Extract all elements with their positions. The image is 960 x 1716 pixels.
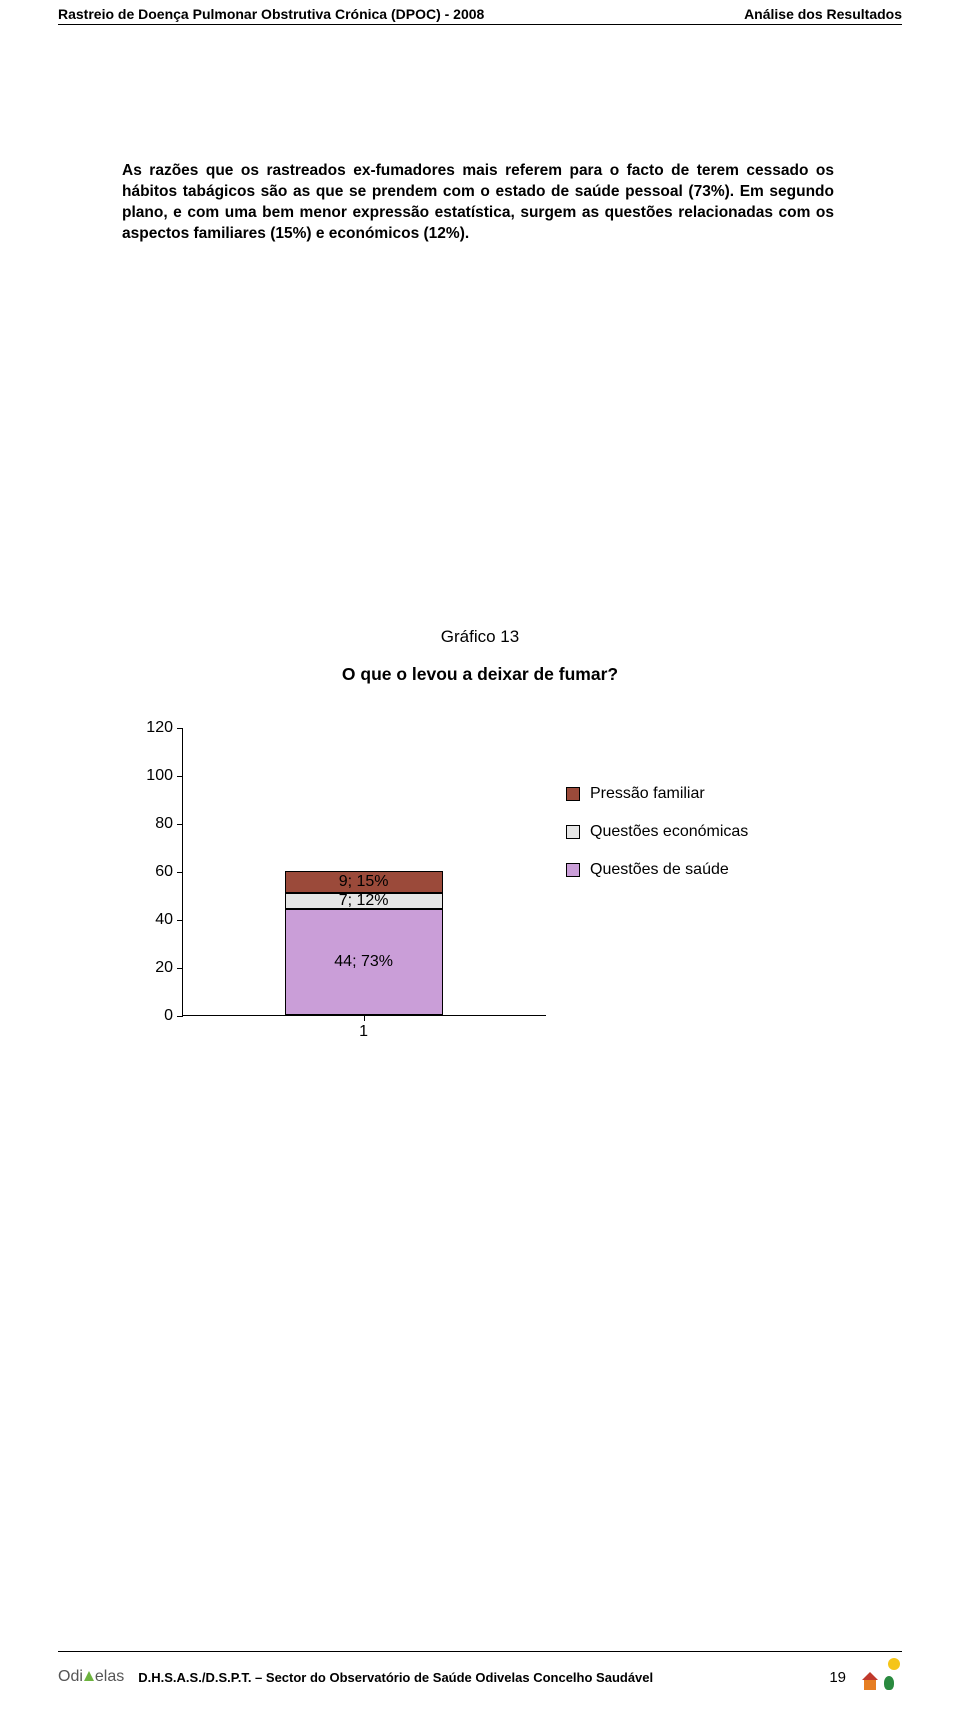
figure-caption: Gráfico 13 — [0, 627, 960, 647]
header-left: Rastreio de Doença Pulmonar Obstrutiva C… — [58, 6, 484, 22]
y-tick — [177, 920, 183, 921]
y-axis-label: 100 — [146, 767, 173, 785]
legend-swatch — [566, 787, 580, 801]
legend-label: Questões económicas — [590, 822, 748, 842]
bar-segment-saude: 44; 73% — [285, 909, 443, 1015]
y-axis-label: 60 — [155, 863, 173, 881]
legend-label: Questões de saúde — [590, 860, 729, 880]
y-axis-label: 40 — [155, 911, 173, 929]
y-tick — [177, 968, 183, 969]
summary-paragraph: As razões que os rastreados ex-fumadores… — [108, 149, 848, 257]
header-rule — [58, 24, 902, 25]
y-axis-label: 20 — [155, 959, 173, 977]
village-icon — [860, 1658, 902, 1696]
header-right: Análise dos Resultados — [744, 6, 902, 22]
legend-item-familiar: Pressão familiar — [566, 784, 748, 804]
legend-item-saude: Questões de saúde — [566, 860, 748, 880]
y-tick — [177, 776, 183, 777]
odivelas-logo: Odielas — [58, 1668, 124, 1686]
page-number: 19 — [829, 1669, 846, 1686]
legend: Pressão familiar Questões económicas Quest… — [566, 784, 748, 898]
y-axis-label: 80 — [155, 815, 173, 833]
chart-title: O que o levou a deixar de fumar? — [342, 664, 618, 684]
bar-segment-familiar: 9; 15% — [285, 871, 443, 893]
legend-swatch — [566, 825, 580, 839]
chart: 020406080100120144; 73%7; 12%9; 15% Pres… — [130, 718, 830, 1058]
y-tick — [177, 1016, 183, 1017]
bar-segment-econom: 7; 12% — [285, 893, 443, 910]
legend-label: Pressão familiar — [590, 784, 705, 804]
y-axis-label: 120 — [146, 719, 173, 737]
plot-area: 020406080100120144; 73%7; 12%9; 15% — [182, 728, 546, 1016]
y-tick — [177, 872, 183, 873]
x-axis-label: 1 — [359, 1023, 368, 1041]
footer-text: D.H.S.A.S./D.S.P.T. – Sector do Observat… — [138, 1670, 653, 1685]
y-axis-label: 0 — [164, 1007, 173, 1025]
y-tick — [177, 728, 183, 729]
legend-item-econom: Questões económicas — [566, 822, 748, 842]
y-tick — [177, 824, 183, 825]
legend-swatch — [566, 863, 580, 877]
x-tick — [364, 1015, 365, 1021]
footer: Odielas D.H.S.A.S./D.S.P.T. – Sector do … — [0, 1651, 960, 1696]
